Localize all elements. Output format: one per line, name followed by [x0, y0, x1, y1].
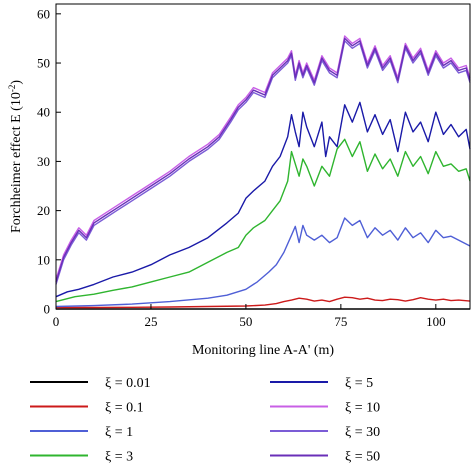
- y-tick-label: 20: [37, 203, 50, 218]
- series-line-1: [56, 296, 471, 309]
- legend-label: ξ = 10: [345, 401, 380, 416]
- x-tick-label: 100: [426, 314, 446, 329]
- series-line-3: [55, 138, 471, 303]
- x-tick-label: 75: [334, 314, 347, 329]
- series-line-2: [55, 217, 471, 308]
- y-axis-title-close: ): [9, 80, 24, 85]
- x-axis-title: Monitoring line A-A' (m): [192, 343, 334, 358]
- legend-item: ξ = 30: [270, 425, 380, 440]
- x-tick-label: 25: [144, 314, 157, 329]
- legend-label: ξ = 0.1: [105, 401, 144, 416]
- legend-item: ξ = 50: [270, 450, 380, 465]
- y-axis-title-main: Forchheimer effect E (10: [9, 92, 24, 233]
- legend-label: ξ = 30: [345, 425, 380, 440]
- y-tick-label: 0: [44, 302, 51, 317]
- legend-label: ξ = 5: [345, 376, 373, 391]
- x-tick-label: 0: [53, 314, 60, 329]
- y-tick-label: 10: [37, 252, 50, 267]
- series-line-7: [55, 37, 471, 283]
- legend-label: ξ = 0.01: [105, 376, 151, 391]
- series-line-6: [55, 40, 471, 285]
- legend: ξ = 0.01 ξ = 0.1 ξ = 1 ξ = 3 ξ = 5 ξ = 10 ξ = …: [30, 376, 380, 465]
- y-tick-label: 30: [37, 154, 50, 169]
- y-axis-title-exponent: -2: [7, 85, 17, 93]
- legend-label: ξ = 1: [105, 425, 133, 440]
- legend-item: ξ = 3: [30, 450, 133, 465]
- legend-label: ξ = 3: [105, 450, 133, 465]
- series-line-4: [55, 101, 471, 298]
- series-lines: [55, 35, 471, 310]
- plot-frame: [55, 3, 471, 310]
- legend-item: ξ = 1: [30, 425, 133, 440]
- legend-item: ξ = 0.1: [30, 401, 144, 416]
- legend-item: ξ = 0.01: [30, 376, 151, 391]
- y-axis-title: Forchheimer effect E (10-2): [7, 80, 24, 233]
- y-tick-label: 40: [37, 105, 50, 120]
- y-tick-label: 60: [37, 6, 50, 21]
- series-line-5: [55, 35, 471, 280]
- legend-label: ξ = 50: [345, 450, 380, 465]
- legend-item: ξ = 10: [270, 401, 380, 416]
- x-tick-label: 50: [239, 314, 252, 329]
- y-tick-label: 50: [37, 56, 50, 71]
- axes: 0 25 50 75 100 0 10 20 30 40 50 60: [37, 6, 446, 329]
- legend-item: ξ = 5: [270, 376, 373, 391]
